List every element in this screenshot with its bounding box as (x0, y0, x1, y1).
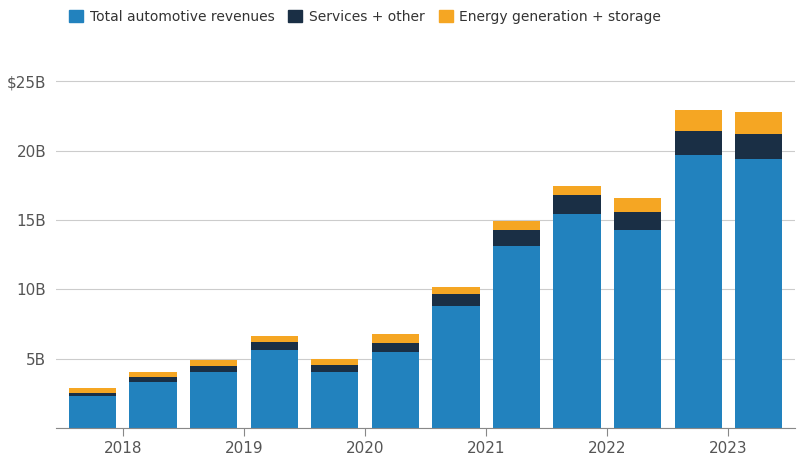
Bar (432, 306, 480, 428)
Bar (69, 396, 116, 428)
Bar (69, 393, 116, 396)
Bar (190, 372, 237, 428)
Bar (432, 294, 480, 306)
Bar (493, 230, 540, 246)
Bar (553, 186, 601, 195)
Bar (493, 221, 540, 230)
Bar (311, 359, 358, 365)
Bar (190, 360, 237, 366)
Bar (69, 388, 116, 393)
Bar (614, 198, 661, 212)
Bar (311, 372, 358, 428)
Bar (371, 333, 419, 343)
Bar (371, 351, 419, 428)
Bar (735, 134, 782, 159)
Bar (311, 365, 358, 372)
Bar (674, 155, 722, 428)
Bar (553, 195, 601, 214)
Legend: Total automotive revenues, Services + other, Energy generation + storage: Total automotive revenues, Services + ot… (63, 4, 667, 29)
Bar (674, 110, 722, 131)
Bar (614, 230, 661, 428)
Bar (735, 112, 782, 134)
Bar (553, 214, 601, 428)
Bar (432, 287, 480, 294)
Bar (250, 336, 298, 342)
Bar (129, 382, 176, 428)
Bar (129, 372, 176, 377)
Bar (250, 342, 298, 350)
Bar (493, 246, 540, 428)
Bar (735, 159, 782, 428)
Bar (190, 366, 237, 372)
Bar (371, 343, 419, 351)
Bar (250, 350, 298, 428)
Bar (674, 131, 722, 155)
Bar (129, 377, 176, 382)
Bar (614, 212, 661, 230)
